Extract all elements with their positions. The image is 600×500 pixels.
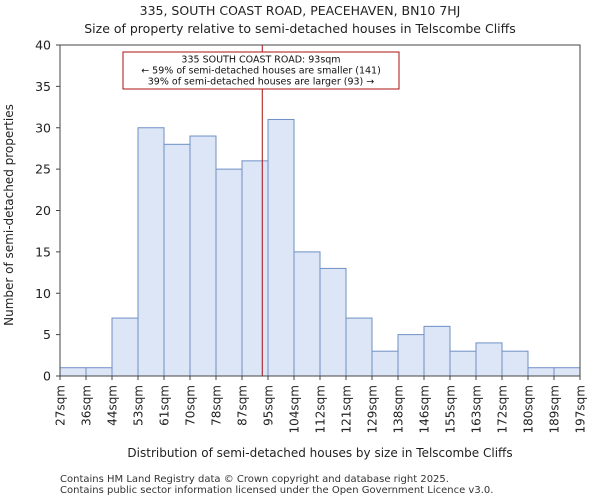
chart-title-address: 335, SOUTH COAST ROAD, PEACEHAVEN, BN10 … bbox=[139, 3, 461, 18]
x-tick-label: 53sqm bbox=[132, 385, 146, 426]
bar bbox=[293, 251, 321, 377]
annotation-line-3: 39% of semi-detached houses are larger (… bbox=[148, 77, 375, 88]
x-tick-label: 197sqm bbox=[574, 385, 588, 433]
y-tick-label: 20 bbox=[35, 203, 51, 218]
y-tick-label: 15 bbox=[35, 244, 51, 259]
x-tick-label: 87sqm bbox=[236, 385, 250, 426]
x-axis-label: Distribution of semi-detached houses by … bbox=[127, 446, 512, 460]
x-tick-label: 44sqm bbox=[106, 385, 120, 426]
x-tick-label: 172sqm bbox=[496, 385, 510, 433]
bar bbox=[137, 127, 165, 377]
annotation-line-2: ← 59% of semi-detached houses are smalle… bbox=[141, 66, 381, 77]
bar bbox=[59, 367, 87, 377]
x-tick-label: 121sqm bbox=[340, 385, 354, 433]
x-tick-label: 104sqm bbox=[288, 385, 302, 433]
bar bbox=[241, 160, 269, 377]
x-tick-label: 36sqm bbox=[80, 385, 94, 426]
footer-copyright: Contains HM Land Registry data © Crown c… bbox=[60, 474, 449, 485]
x-tick-label: 180sqm bbox=[522, 385, 536, 433]
x-tick-label: 146sqm bbox=[418, 385, 432, 433]
x-tick-label: 155sqm bbox=[444, 385, 458, 433]
bar bbox=[501, 350, 529, 377]
y-tick-label: 40 bbox=[35, 38, 51, 53]
x-tick-label: 95sqm bbox=[262, 385, 276, 426]
x-tick-label: 163sqm bbox=[470, 385, 484, 433]
annotation-line-1: 335 SOUTH COAST ROAD: 93sqm bbox=[181, 55, 340, 66]
bar bbox=[267, 118, 295, 377]
y-tick-label: 0 bbox=[43, 369, 51, 384]
x-tick-label: 129sqm bbox=[366, 385, 380, 433]
y-tick-label: 25 bbox=[35, 162, 51, 177]
bar bbox=[111, 317, 139, 377]
bar bbox=[423, 325, 451, 377]
bar bbox=[85, 367, 113, 377]
bar bbox=[371, 350, 399, 377]
x-tick-label: 112sqm bbox=[314, 385, 328, 433]
y-tick-label: 30 bbox=[35, 120, 51, 135]
y-tick-label: 5 bbox=[43, 327, 51, 342]
bar bbox=[527, 367, 555, 377]
x-tick-label: 70sqm bbox=[184, 385, 198, 426]
x-tick-label: 78sqm bbox=[210, 385, 224, 426]
x-tick-label: 189sqm bbox=[548, 385, 562, 433]
bar bbox=[449, 350, 477, 377]
y-axis-label: Number of semi-detached properties bbox=[2, 104, 16, 326]
y-tick-label: 10 bbox=[35, 286, 51, 301]
x-tick-label: 27sqm bbox=[54, 385, 68, 426]
footer-licence: Contains public sector information licen… bbox=[60, 485, 494, 496]
bar bbox=[553, 367, 581, 377]
marker-annotation: 335 SOUTH COAST ROAD: 93sqm ← 59% of sem… bbox=[122, 51, 400, 90]
x-tick-label: 61sqm bbox=[158, 385, 172, 426]
x-tick-label: 138sqm bbox=[392, 385, 406, 433]
bar bbox=[345, 317, 373, 377]
bar bbox=[189, 135, 217, 377]
bar bbox=[475, 342, 503, 377]
bar bbox=[215, 168, 243, 377]
bar bbox=[163, 143, 191, 377]
y-tick-label: 35 bbox=[35, 79, 51, 94]
annotation-box bbox=[122, 51, 400, 90]
bar bbox=[397, 334, 425, 377]
bar bbox=[319, 267, 347, 377]
chart-title: Size of property relative to semi-detach… bbox=[84, 21, 516, 36]
